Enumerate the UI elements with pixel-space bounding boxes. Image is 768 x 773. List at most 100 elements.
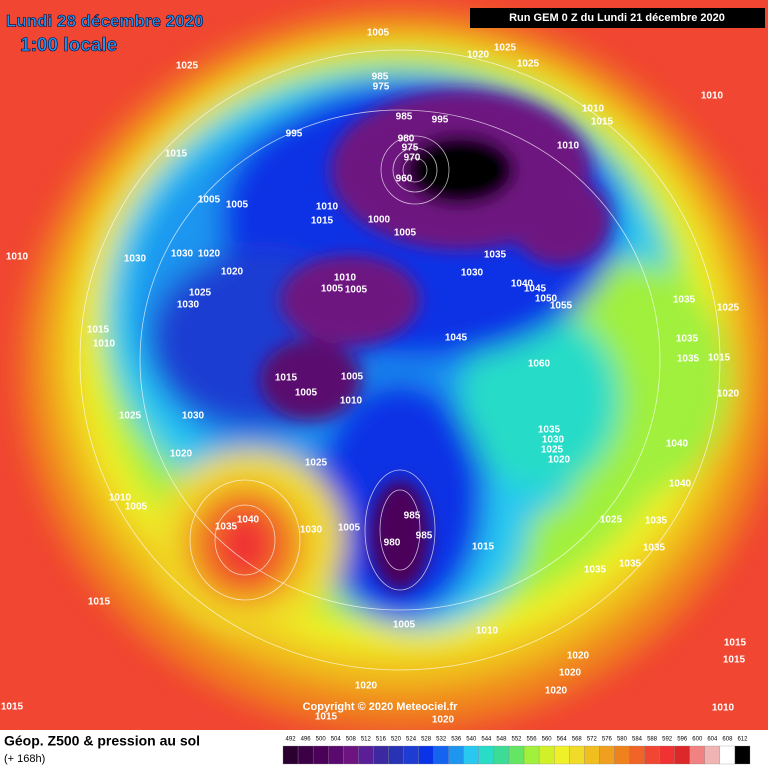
colorbar-label: 544 bbox=[481, 737, 492, 743]
isobar-label: 1015 bbox=[88, 597, 111, 608]
isobar-label: 1010 bbox=[340, 396, 363, 407]
colorbar-label: 500 bbox=[316, 737, 327, 743]
colorbar-label: 576 bbox=[602, 737, 613, 743]
isobar-label: 1015 bbox=[87, 325, 110, 336]
isobar-label: 1005 bbox=[394, 228, 417, 239]
colorbar-label: 492 bbox=[286, 737, 297, 743]
colorbar-label: 548 bbox=[496, 737, 507, 743]
colorbar-cell bbox=[418, 745, 434, 765]
colorbar-cell bbox=[599, 745, 615, 765]
isobar-label: 1015 bbox=[311, 216, 334, 227]
colorbar-cell bbox=[478, 745, 495, 765]
colorbar-label: 552 bbox=[511, 737, 522, 743]
isobar-label: 1010 bbox=[316, 202, 339, 213]
isobar-label: 1020 bbox=[170, 449, 193, 460]
title: Lundi 28 décembre 2020 bbox=[6, 11, 203, 30]
isobar-label: 1030 bbox=[182, 411, 205, 422]
colorbar-label: 528 bbox=[421, 737, 432, 743]
isobar-label: 985 bbox=[396, 112, 413, 123]
isobar-label: 1025 bbox=[517, 59, 540, 70]
isobar-label: 1015 bbox=[724, 638, 747, 649]
isobar-label: 1000 bbox=[368, 215, 391, 226]
isobar-label: 1050 bbox=[535, 294, 558, 305]
isobar-label: 1055 bbox=[550, 301, 573, 312]
colorbar-label: 556 bbox=[527, 737, 538, 743]
isobar-label: 1005 bbox=[341, 372, 364, 383]
colorbar-cell bbox=[719, 745, 736, 765]
isobar-label: 1015 bbox=[315, 712, 338, 723]
isobar-label: 1005 bbox=[198, 195, 221, 206]
isobar-label: 1005 bbox=[338, 523, 361, 534]
isobar-label: 1035 bbox=[619, 559, 642, 570]
isobar-label: 975 bbox=[373, 82, 390, 93]
colorbar-cell bbox=[433, 745, 449, 765]
isobar-label: 1025 bbox=[600, 515, 623, 526]
colorbar-cell bbox=[629, 745, 645, 765]
isobar-label: 1015 bbox=[1, 702, 24, 713]
colorbar: 492 496 500 504 508 512 516 520 524 528 532 536 540 5… bbox=[282, 737, 751, 765]
isobar-label: 1035 bbox=[215, 522, 238, 533]
isobar-label: 960 bbox=[396, 174, 413, 185]
isobar-label: 985 bbox=[404, 511, 421, 522]
isobar-label: 1045 bbox=[524, 284, 547, 295]
isobar-label: 1030 bbox=[461, 268, 484, 279]
colorbar-label: 516 bbox=[376, 737, 387, 743]
isobar-label: 1015 bbox=[708, 353, 731, 364]
isobar-label: 1025 bbox=[717, 303, 740, 314]
colorbar-label: 504 bbox=[331, 737, 342, 743]
isobar-label: 1030 bbox=[177, 300, 200, 311]
colorbar-cell bbox=[614, 745, 630, 765]
colorbar-label: 540 bbox=[466, 737, 477, 743]
isobar-label: 1010 bbox=[476, 626, 499, 637]
isobar-label: 980 bbox=[398, 134, 415, 145]
isobar-label: 1015 bbox=[472, 542, 495, 553]
isobar-label: 1025 bbox=[305, 458, 328, 469]
isobar-label: 1035 bbox=[643, 543, 666, 554]
field bbox=[0, 0, 768, 730]
isobar-label: 1010 bbox=[93, 339, 116, 350]
isobar-label: 1010 bbox=[582, 104, 605, 115]
isobar-label: 995 bbox=[432, 115, 449, 126]
isobar-label: 1030 bbox=[171, 249, 194, 260]
isobar-label: 1020 bbox=[355, 681, 378, 692]
colorbar-cell bbox=[343, 745, 359, 765]
colorbar-label: 560 bbox=[542, 737, 553, 743]
isobar-label: 1020 bbox=[559, 668, 582, 679]
colorbar-cell bbox=[523, 745, 540, 765]
isobar-label: 1020 bbox=[545, 686, 568, 697]
colorbar-label: 584 bbox=[632, 737, 643, 743]
isobar-labels: 1005102510251020102598597510101010101598… bbox=[1, 28, 747, 726]
isobar-label: 1025 bbox=[119, 411, 142, 422]
isobar-label: 1025 bbox=[189, 288, 212, 299]
colorbar-label: 520 bbox=[391, 737, 402, 743]
isobar-label: 995 bbox=[286, 129, 303, 140]
isobar-label: 1010 bbox=[701, 91, 724, 102]
isobar-label: 1020 bbox=[198, 249, 221, 260]
colorbar-label: 532 bbox=[436, 737, 447, 743]
colorbar-label: 592 bbox=[662, 737, 673, 743]
run-box bbox=[470, 8, 765, 28]
colorbar-label: 512 bbox=[361, 737, 372, 743]
isobar-label: 1020 bbox=[567, 651, 590, 662]
colorbar-label: 604 bbox=[707, 737, 718, 743]
isobar-label: 1015 bbox=[591, 117, 614, 128]
isobar-label: 1040 bbox=[237, 515, 260, 526]
isobar-label: 1035 bbox=[645, 516, 668, 527]
isobar-label: 1035 bbox=[677, 354, 700, 365]
colorbar-cell bbox=[554, 745, 570, 765]
isobar-label: 1030 bbox=[542, 435, 565, 446]
colorbar-cell bbox=[689, 745, 705, 765]
colorbar-cell bbox=[674, 745, 690, 765]
isobar-label: 1025 bbox=[494, 43, 517, 54]
isobar-label: 1025 bbox=[541, 445, 564, 456]
colorbar-cell bbox=[282, 745, 299, 765]
isobar-label: 1040 bbox=[669, 479, 692, 490]
isobar-label: 1010 bbox=[109, 493, 132, 504]
isobar-label: 975 bbox=[402, 143, 419, 154]
isobar-label: 1030 bbox=[300, 525, 323, 536]
colorbar-cell bbox=[463, 745, 479, 765]
isobar-label: 1040 bbox=[666, 439, 689, 450]
colorbar-cell bbox=[704, 745, 721, 765]
isobar-label: 1035 bbox=[676, 334, 699, 345]
